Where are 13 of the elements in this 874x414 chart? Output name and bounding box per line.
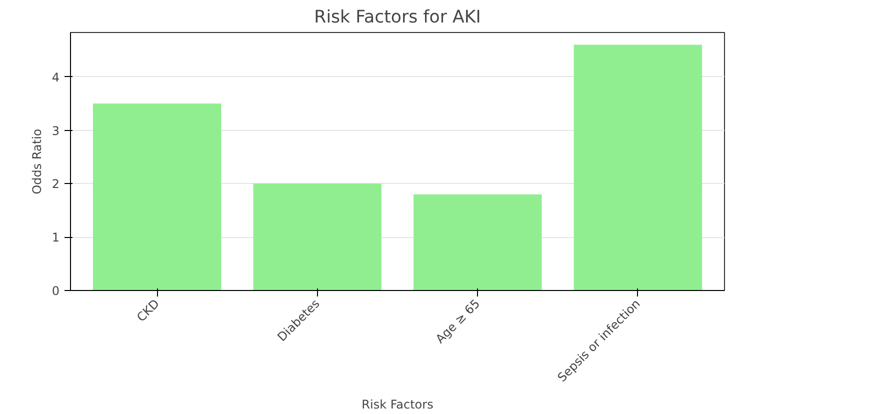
y-tick-label: 2 [52, 177, 60, 192]
bar [253, 184, 382, 290]
chart-title: Risk Factors for AKI [314, 8, 481, 28]
y-tick-label: 4 [52, 70, 60, 84]
y-tick-label: 1 [52, 230, 60, 245]
bar [574, 44, 702, 290]
x-tick-label: Age ≥ 65 [432, 296, 483, 346]
bar [92, 104, 222, 290]
bar [414, 194, 542, 290]
y-tick-label: 3 [52, 124, 60, 138]
y-axis-title: Odds Ratio [30, 128, 44, 194]
x-axis-title: Risk Factors [362, 398, 434, 412]
y-tick-label: 0 [52, 284, 60, 298]
